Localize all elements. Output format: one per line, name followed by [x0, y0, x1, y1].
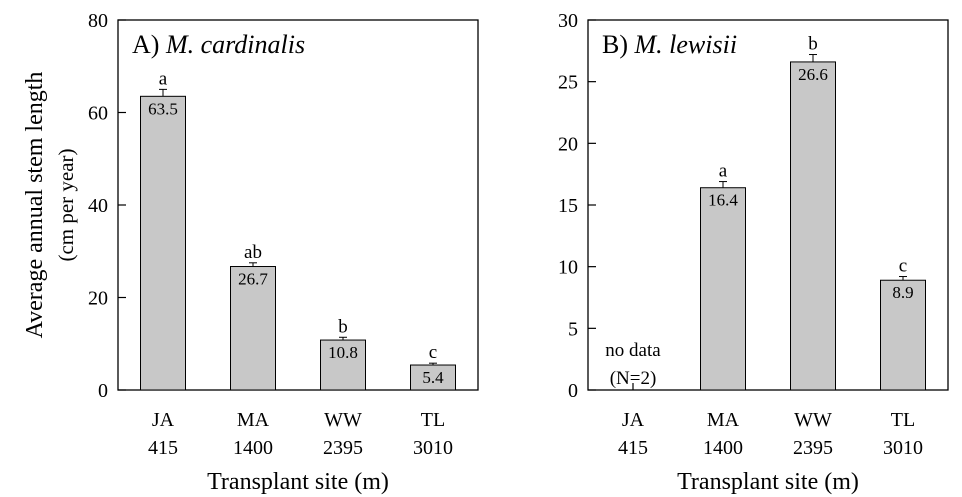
- significance-label: b: [338, 316, 348, 337]
- significance-label: c: [899, 256, 907, 277]
- bar-value-label: 10.8: [328, 343, 358, 362]
- no-data-label: no data: [605, 340, 661, 361]
- significance-label: a: [719, 161, 728, 182]
- x-tick-label: TL: [421, 409, 445, 431]
- bar-value-label: 63.5: [148, 99, 178, 118]
- panel-title-species: M. cardinalis: [165, 30, 305, 59]
- panel-title-prefix: B): [602, 30, 635, 59]
- bar-value-label: 16.4: [708, 191, 738, 210]
- panel-b: 0 5 10 15 20 25 30 B) M. lewisii JA 415 MA 1400 16.4…: [558, 10, 949, 495]
- y-tick-label: 0: [568, 380, 578, 402]
- significance-label: b: [808, 34, 818, 55]
- y-tick-label: 80: [88, 10, 108, 32]
- panel-title-species: M. lewisii: [634, 30, 738, 59]
- y-tick-label: 60: [88, 103, 108, 125]
- bar-value-label: 26.6: [798, 65, 828, 84]
- y-tick-label: 5: [568, 318, 578, 340]
- x-axis-title: Transplant site (m): [677, 469, 859, 495]
- bar: [790, 61, 836, 391]
- y-tick-label: 25: [558, 72, 578, 94]
- x-tick-label: TL: [891, 409, 915, 431]
- y-tick-label: 15: [558, 195, 578, 217]
- no-data-count: (N=2): [610, 368, 657, 389]
- x-tick-elevation: 3010: [413, 437, 453, 459]
- x-tick-elevation: 1400: [233, 437, 273, 459]
- bar: [230, 266, 276, 391]
- y-tick-label: 10: [558, 257, 578, 279]
- x-tick-elevation: 415: [148, 437, 178, 459]
- significance-label: ab: [244, 242, 262, 263]
- bar: [880, 279, 926, 391]
- y-axis-units: (cm per year): [54, 148, 78, 261]
- y-tick-label: 30: [558, 10, 578, 32]
- bar-value-label: 26.7: [238, 270, 268, 289]
- y-axis-title-group: Average annual stem length (cm per year): [22, 72, 78, 339]
- panel-title-prefix: A): [132, 30, 166, 59]
- x-axis-title: Transplant site (m): [207, 469, 389, 495]
- y-tick-label: 20: [88, 288, 108, 310]
- x-tick-elevation: 2395: [793, 437, 833, 459]
- x-tick-label: MA: [707, 409, 740, 431]
- significance-label: c: [429, 342, 437, 363]
- y-tick-label: 0: [98, 380, 108, 402]
- x-tick-elevation: 1400: [703, 437, 743, 459]
- x-tick-label: WW: [794, 409, 832, 431]
- panel-a: 0 20 40 60 80 A) M. cardinalis JA 415 63.5 a MA 140…: [88, 10, 479, 495]
- x-tick-label: JA: [152, 409, 175, 431]
- x-tick-label: MA: [237, 409, 270, 431]
- bar: [700, 187, 746, 391]
- x-tick-elevation: 3010: [883, 437, 923, 459]
- y-tick-label: 40: [88, 195, 108, 217]
- bar: [140, 95, 186, 391]
- significance-label: a: [159, 68, 168, 89]
- bar-value-label: 8.9: [892, 283, 913, 302]
- x-tick-label: JA: [622, 409, 645, 431]
- y-axis-title: Average annual stem length: [22, 72, 48, 339]
- panel-title: A) M. cardinalis: [132, 30, 305, 59]
- x-tick-elevation: 415: [618, 437, 648, 459]
- panel-title: B) M. lewisii: [602, 30, 737, 59]
- x-tick-elevation: 2395: [323, 437, 363, 459]
- x-tick-label: WW: [324, 409, 362, 431]
- y-tick-label: 20: [558, 133, 578, 155]
- bar-value-label: 5.4: [422, 368, 444, 387]
